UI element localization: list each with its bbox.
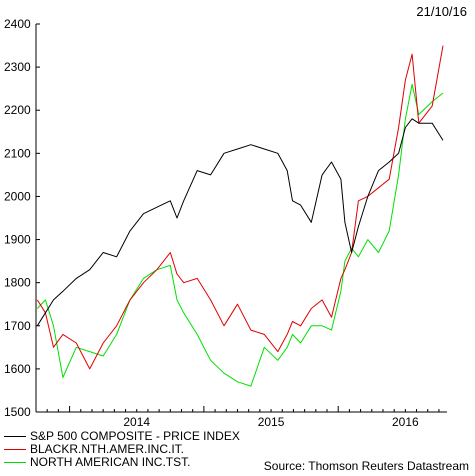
legend-label-blackrock: BLACKR.NTH.AMER.INC.IT. — [30, 442, 185, 456]
y-tick-label-1700: 1700 — [4, 319, 31, 333]
y-tick-label-2100: 2100 — [4, 146, 31, 160]
y-tick-label-2400: 2400 — [4, 17, 31, 31]
series-lines — [36, 45, 444, 387]
y-tick-label-2200: 2200 — [4, 103, 31, 117]
date-label: 21/10/16 — [416, 4, 467, 19]
series-line-0 — [36, 118, 444, 327]
legend-item-blackrock: BLACKR.NTH.AMER.INC.IT. — [2, 443, 240, 456]
y-tick-label-2000: 2000 — [4, 189, 31, 203]
source-note: Source: Thomson Reuters Datastream — [263, 459, 469, 473]
legend-label-sp500: S&P 500 COMPOSITE - PRICE INDEX — [30, 429, 240, 443]
y-tick-labels: 1500 1600 1700 1800 1900 2000 2100 2200 2300 2400 — [4, 17, 31, 419]
series-line-1 — [36, 45, 444, 370]
chart-axes — [35, 23, 447, 413]
y-tick-label-2300: 2300 — [4, 60, 31, 74]
y-tick-label-1900: 1900 — [4, 233, 31, 247]
legend-label-north-american: NORTH AMERICAN INC.TST. — [30, 455, 191, 469]
x-tick-label-2015: 2015 — [258, 415, 285, 429]
legend-item-sp500: S&P 500 COMPOSITE - PRICE INDEX — [2, 430, 240, 443]
y-tick-label-1500: 1500 — [4, 405, 31, 419]
y-tick-label-1800: 1800 — [4, 276, 31, 290]
chart-legend: S&P 500 COMPOSITE - PRICE INDEX BLACKR.N… — [2, 430, 240, 469]
legend-swatch-blackrock — [4, 449, 26, 450]
series-line-2 — [36, 83, 444, 387]
y-tick-label-1600: 1600 — [4, 362, 31, 376]
legend-item-north-american: NORTH AMERICAN INC.TST. — [2, 456, 240, 469]
x-tick-label-2014: 2014 — [123, 415, 150, 429]
legend-swatch-north-american — [4, 462, 26, 463]
x-tick-label-2016: 2016 — [392, 415, 419, 429]
legend-swatch-sp500 — [4, 436, 26, 437]
x-tick-labels: 2014 2015 2016 — [123, 415, 419, 429]
